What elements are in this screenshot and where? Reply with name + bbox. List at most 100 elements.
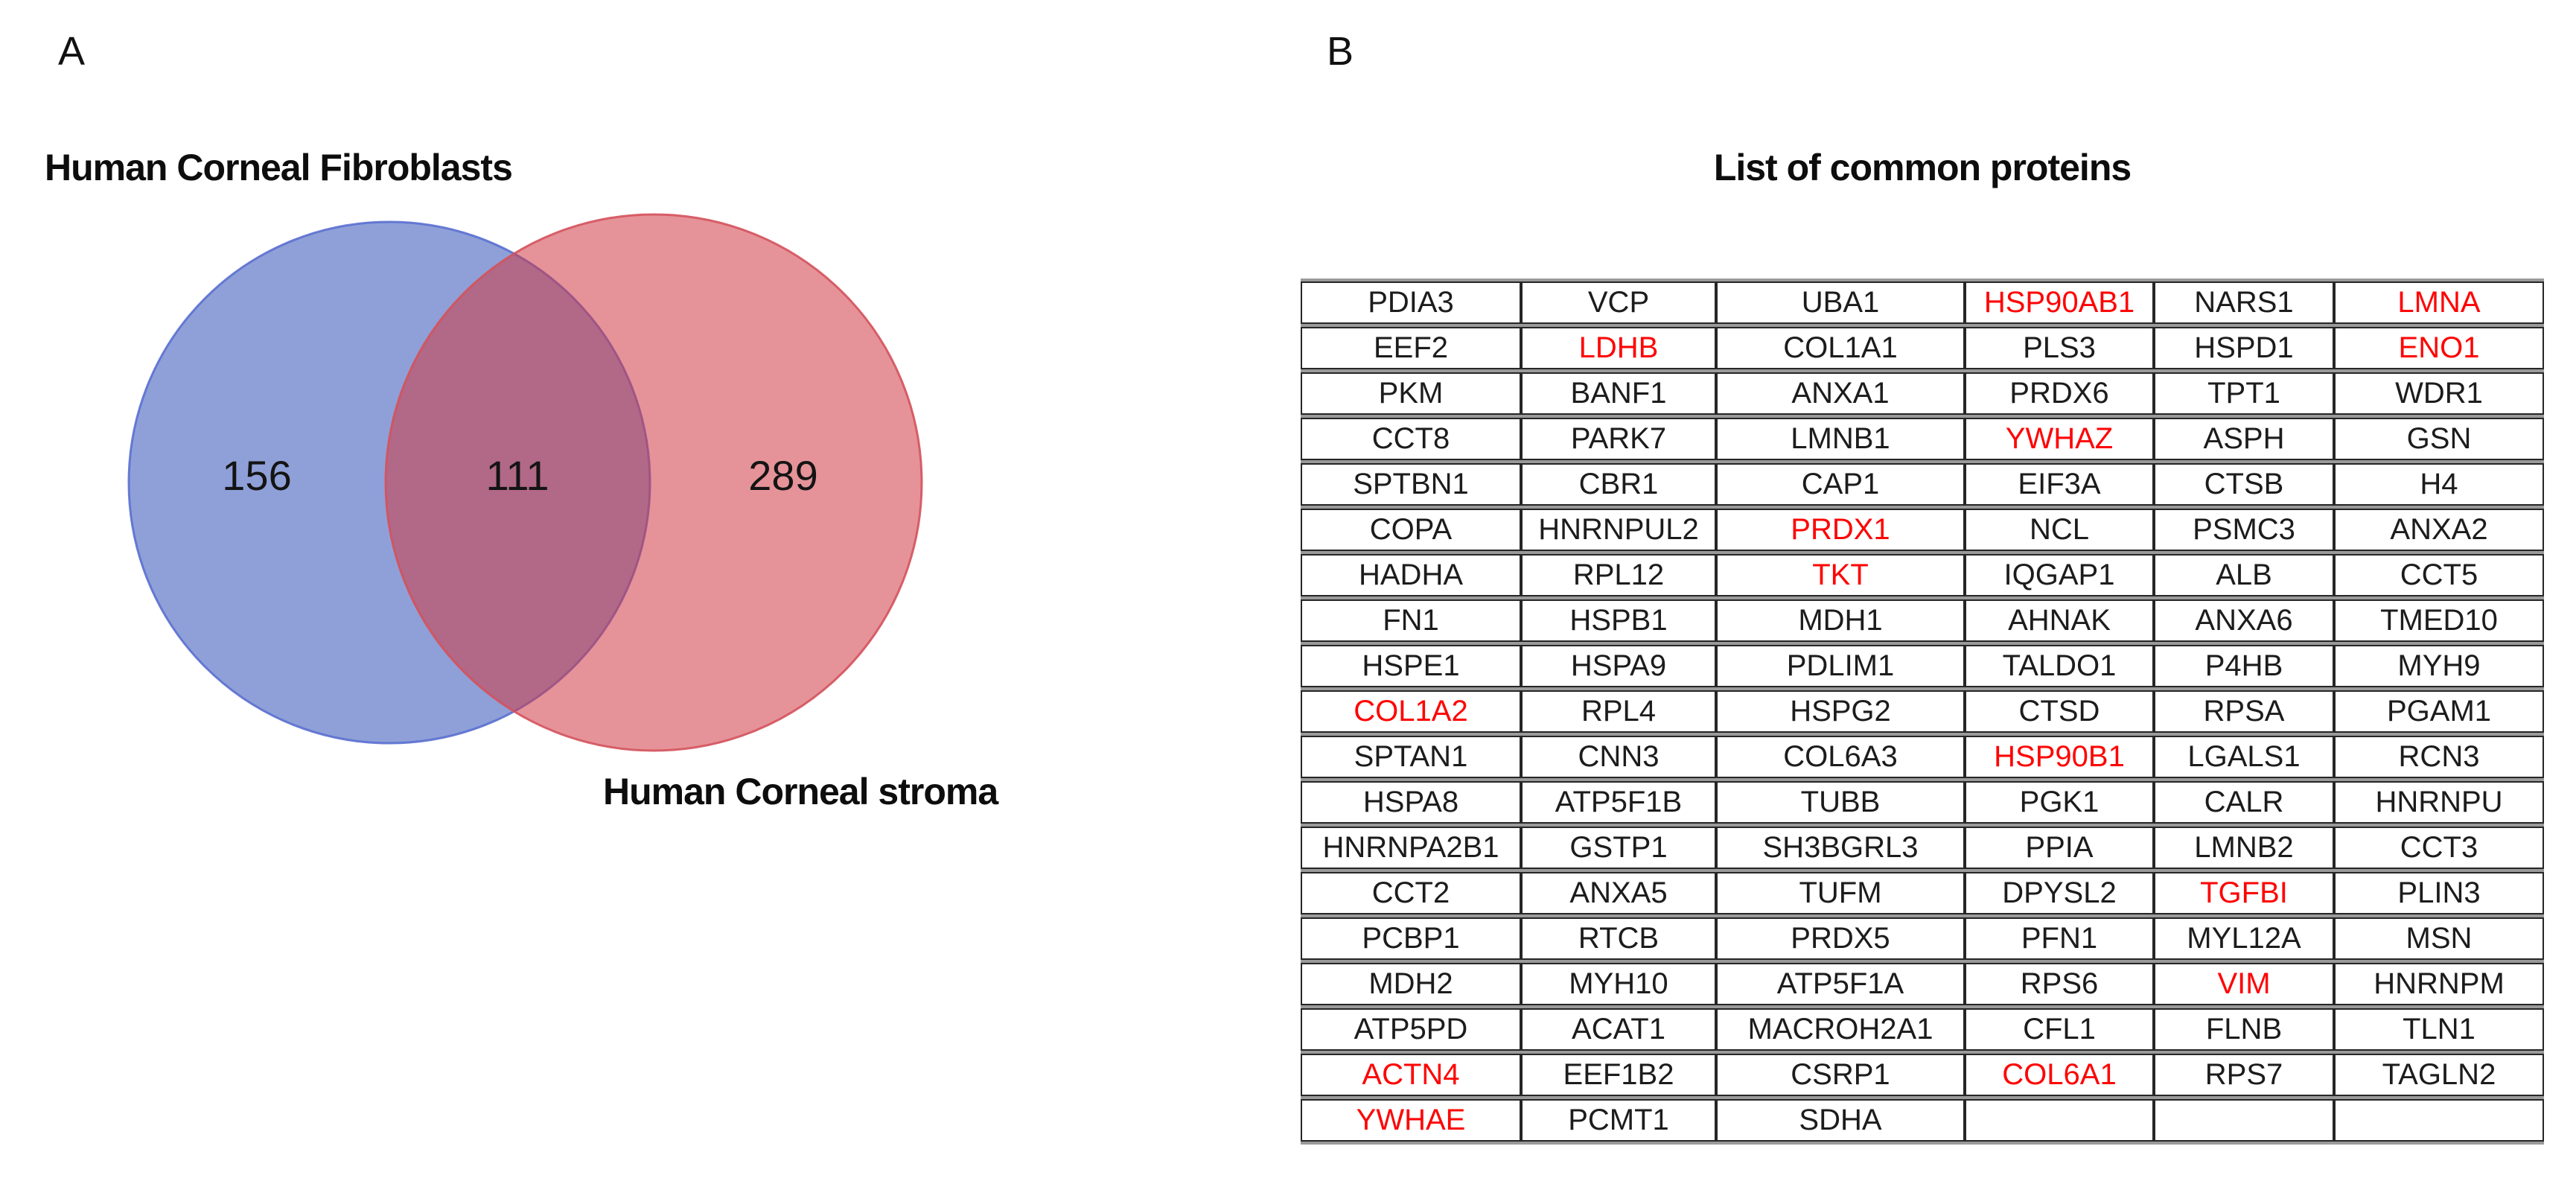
table-row: PKM BANF1 ANXA1 PRDX6 TPT1 WDR1 (1301, 372, 2544, 415)
protein-cell: SH3BGRL3 (1716, 827, 1965, 869)
protein-cell: IQGAP1 (1965, 554, 2154, 596)
protein-cell: HSPA9 (1521, 645, 1716, 687)
protein-cell: LMNB2 (2154, 827, 2334, 869)
protein-cell: CTSD (1965, 690, 2154, 733)
protein-cell: COL6A1 (1965, 1054, 2154, 1096)
protein-cell: ATP5F1B (1521, 781, 1716, 824)
protein-cell: PCMT1 (1521, 1099, 1716, 1142)
protein-cell (1965, 1099, 2154, 1142)
protein-cell: UBA1 (1716, 281, 1965, 324)
table-row: HSPE1 HSPA9 PDLIM1 TALDO1 P4HB MYH9 (1301, 645, 2544, 687)
protein-cell: YWHAE (1301, 1099, 1521, 1142)
protein-cell: TALDO1 (1965, 645, 2154, 687)
protein-cell: CNN3 (1521, 736, 1716, 778)
protein-cell: PRDX6 (1965, 372, 2154, 415)
protein-cell: HNRNPUL2 (1521, 509, 1716, 551)
protein-cell: PRDX1 (1716, 509, 1965, 551)
protein-cell: RTCB (1521, 917, 1716, 960)
protein-cell: TGFBI (2154, 872, 2334, 914)
protein-cell: LDHB (1521, 327, 1716, 369)
protein-cell: CTSB (2154, 463, 2334, 506)
protein-cell: ANXA6 (2154, 599, 2334, 642)
protein-cell: ATP5PD (1301, 1008, 1521, 1051)
protein-cell: ANXA1 (1716, 372, 1965, 415)
protein-cell: CALR (2154, 781, 2334, 824)
protein-cell (2154, 1099, 2334, 1142)
table-row: EEF2 LDHB COL1A1 PLS3 HSPD1 ENO1 (1301, 327, 2544, 369)
protein-cell: CCT5 (2334, 554, 2544, 596)
protein-cell: EEF2 (1301, 327, 1521, 369)
table-row: HNRNPA2B1 GSTP1 SH3BGRL3 PPIA LMNB2 CCT3 (1301, 827, 2544, 869)
protein-cell: MYH10 (1521, 963, 1716, 1005)
protein-cell: YWHAZ (1965, 418, 2154, 460)
table-row: COPA HNRNPUL2 PRDX1 NCL PSMC3 ANXA2 (1301, 509, 2544, 551)
venn-intersection-count: 111 (485, 452, 549, 499)
protein-cell: PRDX5 (1716, 917, 1965, 960)
protein-cell: PDIA3 (1301, 281, 1521, 324)
protein-cell: MDH2 (1301, 963, 1521, 1005)
protein-cell: CFL1 (1965, 1008, 2154, 1051)
protein-cell: COL1A1 (1716, 327, 1965, 369)
protein-cell: COL1A2 (1301, 690, 1521, 733)
protein-cell: AHNAK (1965, 599, 2154, 642)
protein-cell: ANXA5 (1521, 872, 1716, 914)
protein-cell: EIF3A (1965, 463, 2154, 506)
protein-cell: PSMC3 (2154, 509, 2334, 551)
protein-cell: HSPG2 (1716, 690, 1965, 733)
venn-set1-label: Human Corneal Fibroblasts (45, 147, 513, 188)
protein-cell: CCT3 (2334, 827, 2544, 869)
protein-cell: MACROH2A1 (1716, 1008, 1965, 1051)
protein-cell: HSPA8 (1301, 781, 1521, 824)
table-row: ATP5PD ACAT1 MACROH2A1 CFL1 FLNB TLN1 (1301, 1008, 2544, 1051)
protein-cell: SPTAN1 (1301, 736, 1521, 778)
venn-right-circle (384, 213, 923, 752)
table-row: SPTAN1 CNN3 COL6A3 HSP90B1 LGALS1 RCN3 (1301, 736, 2544, 778)
protein-cell: PDLIM1 (1716, 645, 1965, 687)
protein-cell: GSN (2334, 418, 2544, 460)
protein-cell: RPS7 (2154, 1054, 2334, 1096)
protein-cell: LGALS1 (2154, 736, 2334, 778)
protein-cell: HADHA (1301, 554, 1521, 596)
protein-cell: LMNA (2334, 281, 2544, 324)
protein-cell: CBR1 (1521, 463, 1716, 506)
protein-cell: H4 (2334, 463, 2544, 506)
protein-cell: NCL (1965, 509, 2154, 551)
protein-cell: ATP5F1A (1716, 963, 1965, 1005)
protein-cell: TUBB (1716, 781, 1965, 824)
table-row: PDIA3 VCP UBA1 HSP90AB1 NARS1 LMNA (1301, 281, 2544, 324)
protein-cell: ENO1 (2334, 327, 2544, 369)
protein-cell: HNRNPM (2334, 963, 2544, 1005)
table-row: HADHA RPL12 TKT IQGAP1 ALB CCT5 (1301, 554, 2544, 596)
protein-cell: MYH9 (2334, 645, 2544, 687)
protein-cell: FLNB (2154, 1008, 2334, 1051)
table-row: COL1A2 RPL4 HSPG2 CTSD RPSA PGAM1 (1301, 690, 2544, 733)
common-proteins-table: PDIA3 VCP UBA1 HSP90AB1 NARS1 LMNA EEF2 LDHB COL… (1301, 279, 2544, 1145)
protein-cell: COPA (1301, 509, 1521, 551)
table-row: CCT2 ANXA5 TUFM DPYSL2 TGFBI PLIN3 (1301, 872, 2544, 914)
protein-cell: HNRNPU (2334, 781, 2544, 824)
table-row: FN1 HSPB1 MDH1 AHNAK ANXA6 TMED10 (1301, 599, 2544, 642)
protein-cell: HSP90B1 (1965, 736, 2154, 778)
protein-cell: PKM (1301, 372, 1521, 415)
protein-cell: CAP1 (1716, 463, 1965, 506)
protein-cell: COL6A3 (1716, 736, 1965, 778)
protein-cell: MYL12A (2154, 917, 2334, 960)
table-row: PCBP1 RTCB PRDX5 PFN1 MYL12A MSN (1301, 917, 2544, 960)
protein-cell: WDR1 (2334, 372, 2544, 415)
protein-cell: TMED10 (2334, 599, 2544, 642)
table-row: HSPA8 ATP5F1B TUBB PGK1 CALR HNRNPU (1301, 781, 2544, 824)
protein-cell: RPS6 (1965, 963, 2154, 1005)
protein-cell: HSP90AB1 (1965, 281, 2154, 324)
protein-cell: ALB (2154, 554, 2334, 596)
protein-cell: VIM (2154, 963, 2334, 1005)
protein-cell: TAGLN2 (2334, 1054, 2544, 1096)
protein-cell: TPT1 (2154, 372, 2334, 415)
protein-cell: CCT8 (1301, 418, 1521, 460)
protein-cell: GSTP1 (1521, 827, 1716, 869)
common-proteins-table-body: PDIA3 VCP UBA1 HSP90AB1 NARS1 LMNA EEF2 LDHB COL… (1301, 281, 2544, 1142)
protein-cell: PFN1 (1965, 917, 2154, 960)
protein-cell: SDHA (1716, 1099, 1965, 1142)
protein-cell: HSPB1 (1521, 599, 1716, 642)
table-row: MDH2 MYH10 ATP5F1A RPS6 VIM HNRNPM (1301, 963, 2544, 1005)
